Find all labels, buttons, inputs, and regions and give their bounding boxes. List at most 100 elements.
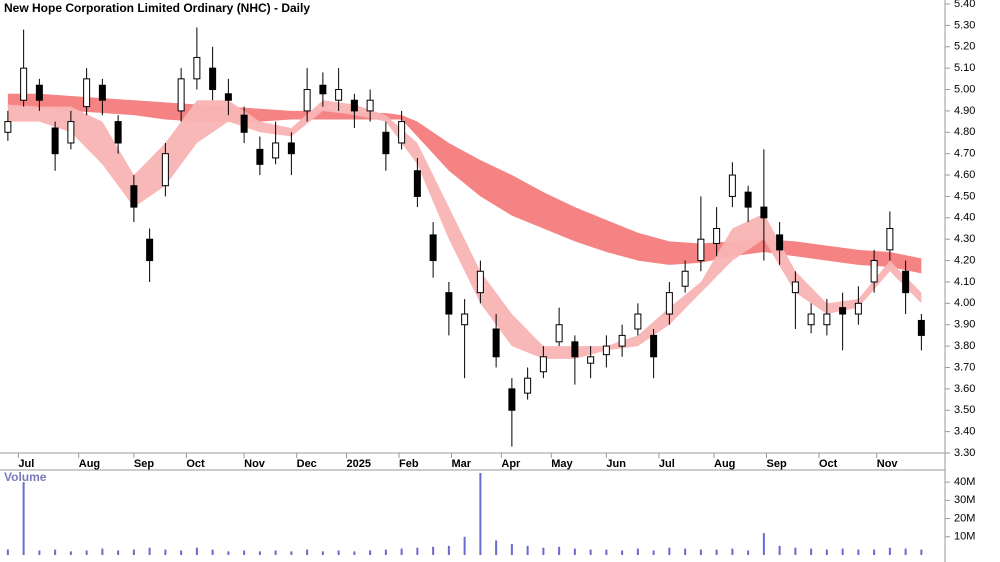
candle-body — [366, 99, 374, 112]
x-tick-label: Feb — [399, 458, 419, 470]
x-tick-label: Nov — [244, 458, 266, 470]
ma-band — [7, 93, 922, 274]
volume-bar — [904, 548, 907, 555]
x-tick-label: Mar — [452, 458, 472, 470]
y-tick-label: 3.70 — [954, 361, 975, 373]
volume-bar — [668, 547, 671, 555]
volume-bar — [432, 546, 435, 555]
candle-body — [83, 78, 91, 108]
volume-bar — [258, 551, 261, 555]
y-tick-label: 5.10 — [954, 62, 975, 74]
y-tick-label: 5.20 — [954, 41, 975, 53]
candle-body — [130, 185, 138, 208]
volume-bar — [841, 548, 844, 555]
volume-bar — [22, 482, 25, 555]
y-tick-label: 4.30 — [954, 233, 975, 245]
volume-bar — [573, 548, 576, 555]
volume-bar — [148, 547, 151, 555]
candle-body — [791, 281, 799, 294]
volume-bar — [621, 550, 624, 555]
candle-body — [287, 142, 295, 155]
candle-body — [492, 328, 500, 358]
volume-bar — [306, 549, 309, 555]
volume-bar — [810, 548, 813, 555]
y-tick-label: 4.80 — [954, 126, 975, 138]
volume-bar — [747, 550, 750, 555]
volume-bar — [495, 540, 498, 555]
candle-body — [839, 307, 847, 315]
x-tick-label: Oct — [819, 458, 838, 470]
y-tick-label: 4.10 — [954, 276, 975, 288]
y-tick-label: 40M — [954, 476, 975, 488]
candle-body — [224, 93, 232, 101]
candle-body — [240, 114, 248, 133]
volume-bar — [101, 548, 104, 555]
volume-bar — [337, 550, 340, 555]
candle-body — [114, 121, 122, 144]
x-tick-label: Jun — [606, 458, 626, 470]
volume-bar — [180, 550, 183, 555]
candle-body — [776, 234, 784, 251]
x-tick-label: Sep — [134, 458, 154, 470]
candle-body — [209, 67, 217, 91]
volume-bar — [558, 546, 561, 555]
candle-body — [870, 260, 878, 283]
volume-bar — [762, 533, 765, 555]
volume-bar — [857, 549, 860, 555]
x-tick-label: Aug — [79, 458, 100, 470]
y-tick-label: 3.80 — [954, 340, 975, 352]
volume-title: Volume — [4, 470, 47, 484]
candle-body — [382, 131, 390, 155]
volume-bar — [479, 473, 482, 555]
volume-bar — [384, 549, 387, 555]
volume-bar — [510, 544, 513, 555]
volume-bar — [888, 547, 891, 555]
candle-body — [681, 270, 689, 287]
candle-body — [902, 270, 910, 294]
candle-body — [823, 313, 831, 326]
candle-body — [476, 270, 484, 294]
volume-bar — [54, 549, 57, 555]
candle-body — [508, 388, 516, 411]
y-tick-label: 10M — [954, 531, 975, 543]
y-tick-label: 20M — [954, 512, 975, 524]
volume-bar — [85, 550, 88, 555]
candle-body — [539, 356, 547, 373]
candle-body — [602, 345, 610, 356]
candle-body — [161, 153, 169, 187]
volume-bar — [117, 550, 120, 555]
x-tick-label: 2025 — [347, 458, 371, 470]
y-tick-label: 4.60 — [954, 169, 975, 181]
y-tick-label: 3.30 — [954, 447, 975, 459]
candle-body — [807, 313, 815, 326]
volume-bar — [274, 550, 277, 555]
candle-body — [650, 334, 658, 358]
volume-bar — [825, 549, 828, 555]
volume-bar — [195, 547, 198, 555]
volume-bar — [715, 549, 718, 555]
volume-bar — [6, 549, 9, 555]
volume-bar — [38, 550, 41, 555]
candle-body — [618, 334, 626, 347]
candle-body — [350, 99, 358, 112]
y-tick-label: 4.00 — [954, 297, 975, 309]
candle-body — [398, 121, 406, 144]
candle-body — [665, 292, 673, 315]
volume-bar — [684, 548, 687, 555]
candle-body — [697, 238, 705, 262]
y-tick-label: 5.40 — [954, 0, 975, 10]
x-tick-label: Oct — [186, 458, 205, 470]
candle-body — [413, 170, 421, 197]
y-tick-label: 4.40 — [954, 212, 975, 224]
volume-bar — [369, 550, 372, 555]
volume-bar — [589, 549, 592, 555]
y-tick-label: 3.50 — [954, 404, 975, 416]
ma-band — [7, 100, 922, 359]
candle-body — [67, 121, 75, 144]
candle-body — [146, 238, 154, 262]
candle-body — [177, 78, 185, 112]
candle-body — [760, 206, 768, 219]
volume-bar — [873, 549, 876, 555]
x-tick-label: Sep — [767, 458, 787, 470]
volume-bar — [463, 536, 466, 555]
